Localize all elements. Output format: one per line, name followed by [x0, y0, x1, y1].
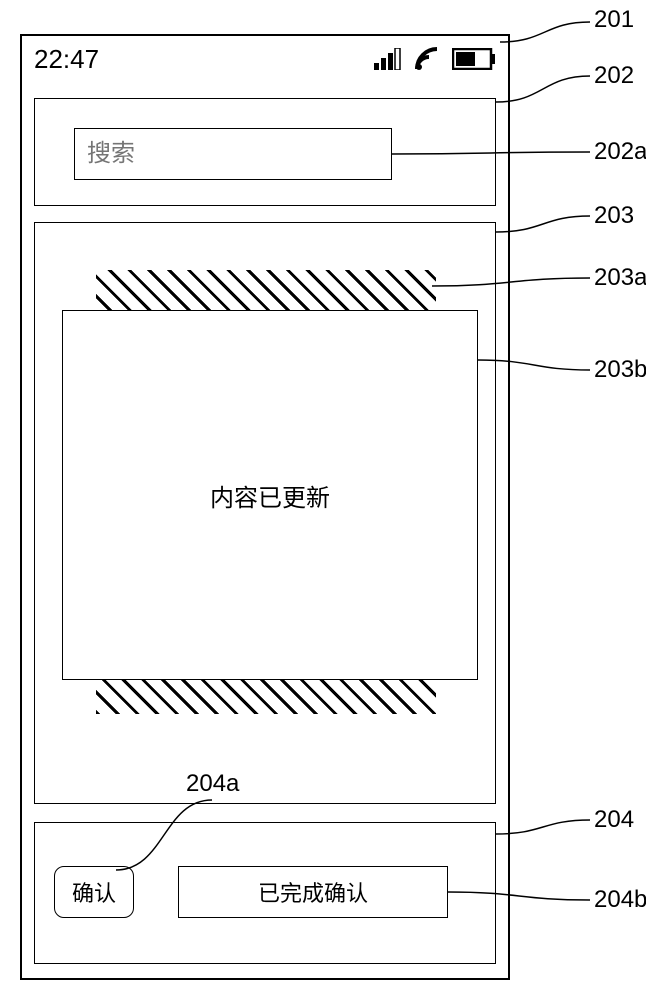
callout-203: 203 [594, 202, 634, 230]
content-updated-modal: 内容已更新 [62, 310, 478, 680]
status-icons [374, 46, 496, 72]
callout-202: 202 [594, 62, 634, 90]
callout-203a: 203a [594, 264, 646, 292]
confirm-button[interactable]: 确认 [54, 866, 134, 918]
confirm-button-label: 确认 [72, 876, 116, 908]
battery-icon [452, 48, 496, 70]
callout-203b: 203b [594, 356, 646, 384]
callout-204b: 204b [594, 886, 646, 914]
callout-204: 204 [594, 806, 634, 834]
confirmed-status-text: 已完成确认 [258, 876, 368, 908]
signal-icon [374, 48, 402, 70]
callout-204a: 204a [186, 770, 239, 798]
callout-201: 201 [594, 6, 634, 34]
wifi-icon [414, 46, 440, 72]
status-bar: 22:47 [20, 34, 510, 84]
confirmed-status: 已完成确认 [178, 866, 448, 918]
modal-message: 内容已更新 [210, 478, 330, 513]
search-input[interactable] [74, 128, 392, 180]
callout-202a: 202a [594, 138, 646, 166]
figure-canvas: 22:47 [0, 0, 646, 1000]
status-time: 22:47 [34, 44, 99, 75]
